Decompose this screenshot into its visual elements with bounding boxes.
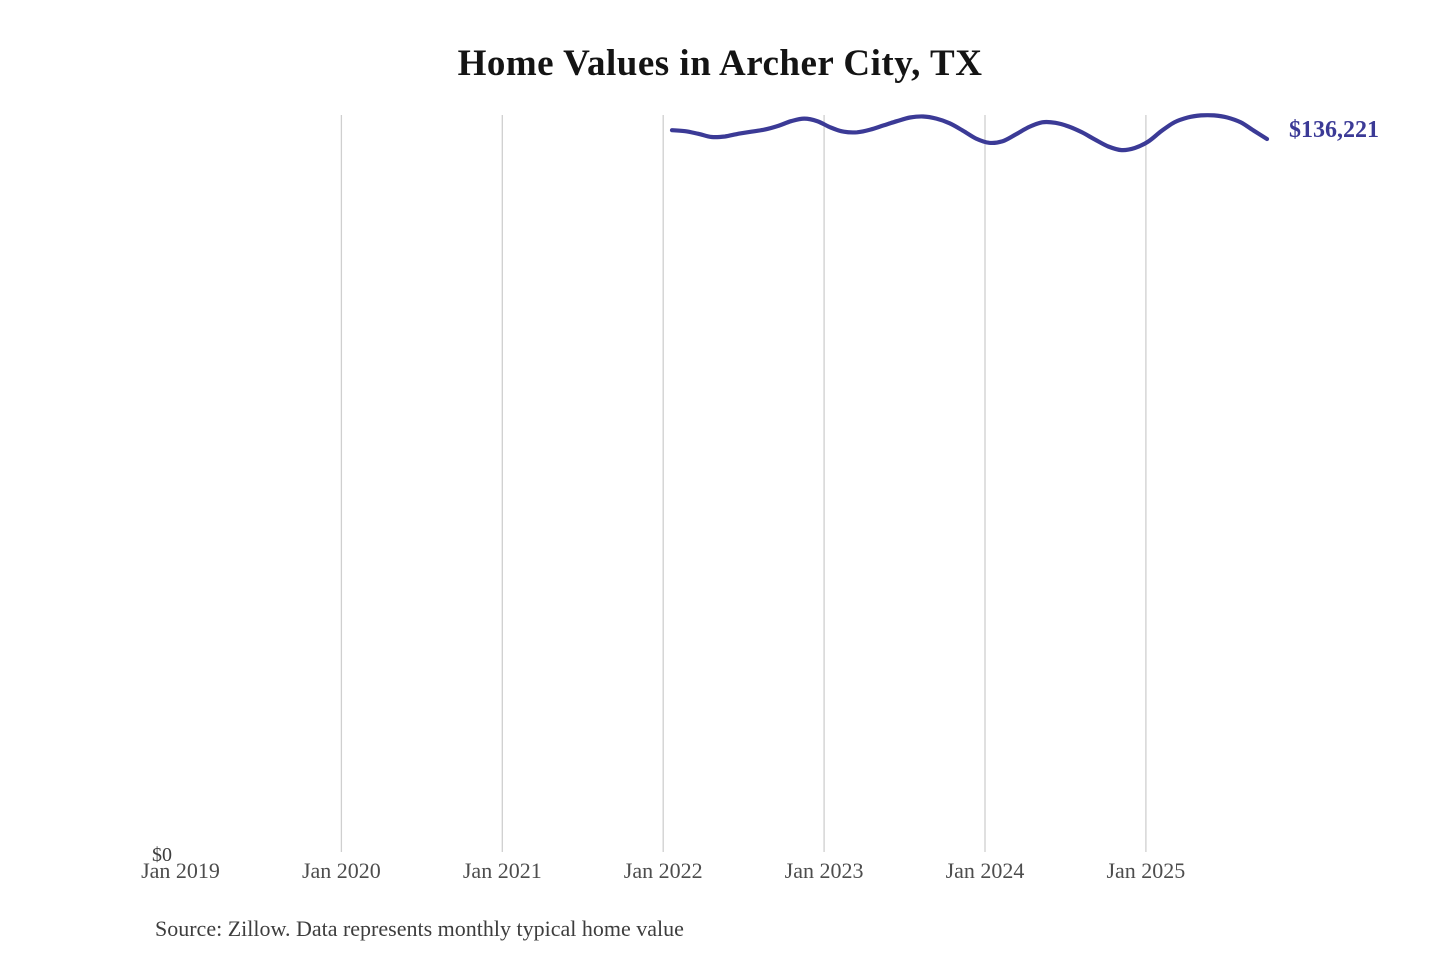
x-tick-label: Jan 2021 xyxy=(462,858,542,883)
x-tick-label: Jan 2019 xyxy=(141,858,220,883)
home-value-line xyxy=(669,113,1270,153)
x-tick-label: Jan 2022 xyxy=(623,858,703,883)
chart-title: Home Values in Archer City, TX xyxy=(457,43,983,84)
x-tick-label: Jan 2024 xyxy=(945,858,1025,883)
x-tick-label: Jan 2025 xyxy=(1106,858,1186,883)
latest-value-label: $136,221 xyxy=(1289,117,1379,143)
source-note: Source: Zillow. Data represents monthly … xyxy=(155,916,684,941)
x-tick-label: Jan 2023 xyxy=(784,858,864,883)
y-axis-zero-label: $0 xyxy=(152,844,172,866)
x-tick-label: Jan 2020 xyxy=(301,858,381,883)
